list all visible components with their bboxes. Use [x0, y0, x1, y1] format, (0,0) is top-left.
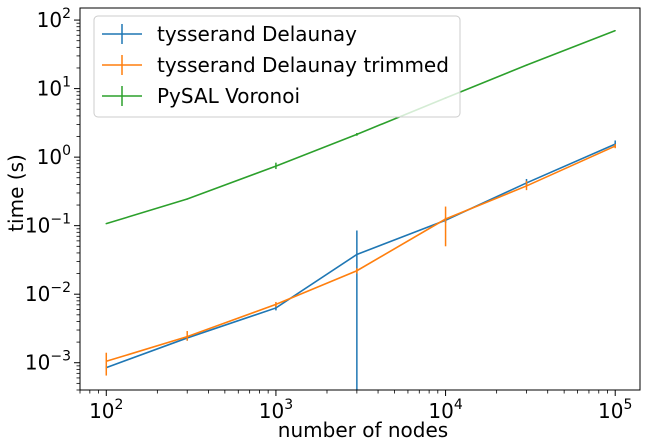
x-tick-label: 104	[428, 397, 462, 423]
x-tick-label: 105	[598, 397, 632, 423]
y-tick-label: 101	[37, 75, 71, 101]
legend-entry: PySAL Voronoi	[102, 84, 300, 108]
legend-entry: tysserand Delaunay trimmed	[102, 53, 449, 77]
x-tick-label: 103	[259, 397, 293, 423]
series-1	[105, 144, 616, 376]
y-axis-label: time (s)	[4, 154, 28, 232]
legend-entry: tysserand Delaunay	[102, 22, 357, 46]
x-axis-label: number of nodes	[278, 418, 448, 442]
y-tick-label: 102	[37, 6, 71, 32]
x-tick-label: 102	[89, 397, 123, 423]
y-tick-label: 10−1	[25, 212, 71, 238]
legend-label: tysserand Delaunay	[157, 22, 357, 46]
plot-area	[105, 29, 616, 390]
y-tick-label: 100	[37, 143, 71, 169]
legend-label: tysserand Delaunay trimmed	[157, 53, 449, 77]
axes-frame	[79, 7, 641, 391]
y-tick-label: 10−3	[25, 349, 71, 375]
legend-box	[93, 15, 461, 118]
legend: tysserand Delaunay tysserand Delaunay tri…	[93, 15, 461, 118]
series-line	[106, 145, 616, 363]
series-line	[106, 29, 616, 225]
legend-label: PySAL Voronoi	[157, 84, 300, 108]
axes: 102 103 104 105 10−3 10−2 10−1 100 101 102	[25, 6, 641, 423]
y-tick-label: 10−2	[25, 280, 71, 306]
